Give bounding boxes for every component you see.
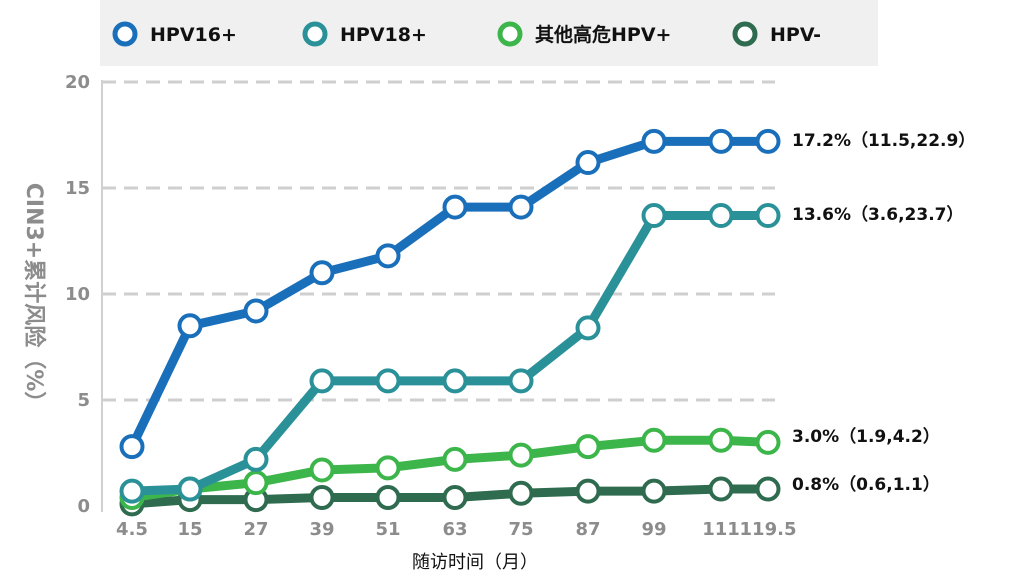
data-point [508,368,534,394]
x-tick-label: 27 [243,519,268,540]
data-point [309,457,335,483]
data-point [309,368,335,394]
data-point [641,427,667,453]
end-value-label: 17.2%（11.5,22.9） [792,130,975,151]
data-point [575,478,601,504]
data-point [641,203,667,229]
legend-label: 其他高危HPV+ [535,23,671,46]
legend-marker [497,21,523,47]
x-tick-label: 111 [702,519,740,540]
series-line [127,136,773,452]
legend-label: HPV- [770,24,821,46]
y-tick-label: 15 [65,178,90,199]
legend: HPV16+ HPV18+ 其他高危HPV+ HPV- [112,21,821,47]
data-point [375,368,401,394]
data-point [708,427,734,453]
data-point [177,476,203,502]
data-point [119,434,145,460]
end-value-label: 0.8%（0.6,1.1） [792,474,940,495]
grid [102,80,775,402]
legend-label: HPV18+ [340,24,427,46]
data-point [708,203,734,229]
data-point [243,446,269,472]
data-point [119,478,145,504]
data-point [177,313,203,339]
data-point [375,455,401,481]
x-tick-label: 39 [309,519,334,540]
y-tick-label: 0 [77,496,90,517]
legend-label: HPV16+ [150,24,237,46]
data-point [575,434,601,460]
data-point [641,128,667,154]
x-tick-label: 87 [575,519,600,540]
data-point [755,476,781,502]
data-point [442,446,468,472]
legend-marker [302,21,328,47]
data-point [575,150,601,176]
data-point [708,128,734,154]
y-tick-label: 20 [65,72,90,93]
data-point [442,194,468,220]
x-tick-label: 63 [442,519,467,540]
y-axis-label: CIN3+累计风险（%） [21,183,47,414]
x-axis-label: 随访时间（月） [412,552,538,573]
data-point [575,315,601,341]
data-point [508,442,534,468]
x-tick-label: 99 [641,519,666,540]
data-point [708,476,734,502]
data-point [508,480,534,506]
x-tick-label: 119.5 [740,519,797,540]
x-tick-label: 4.5 [116,519,148,540]
data-point [442,368,468,394]
data-point [309,485,335,511]
data-point [243,470,269,496]
data-point [375,243,401,269]
data-point [755,429,781,455]
end-labels: 17.2%（11.5,22.9） 13.6%（3.6,23.7） 3.0%（1.9,… [792,130,975,495]
end-value-label: 3.0%（1.9,4.2） [792,426,940,447]
data-point [755,128,781,154]
data-point [442,485,468,511]
data-point [641,478,667,504]
x-tick-label: 75 [508,519,533,540]
end-value-label: 13.6%（3.6,23.7） [792,204,964,225]
data-point [375,485,401,511]
data-point [755,203,781,229]
y-tick-label: 10 [65,284,90,305]
data-point [309,260,335,286]
legend-marker [732,21,758,47]
x-ticks: 4.5 15 27 39 51 63 75 87 99 111 119.5 [116,519,796,540]
data-point [508,194,534,220]
data-point [243,298,269,324]
series-layer [119,128,781,517]
y-ticks: 0 5 10 15 20 [65,72,90,517]
y-tick-label: 5 [77,390,90,411]
x-tick-label: 15 [177,519,202,540]
legend-marker [112,21,138,47]
x-tick-label: 51 [375,519,400,540]
